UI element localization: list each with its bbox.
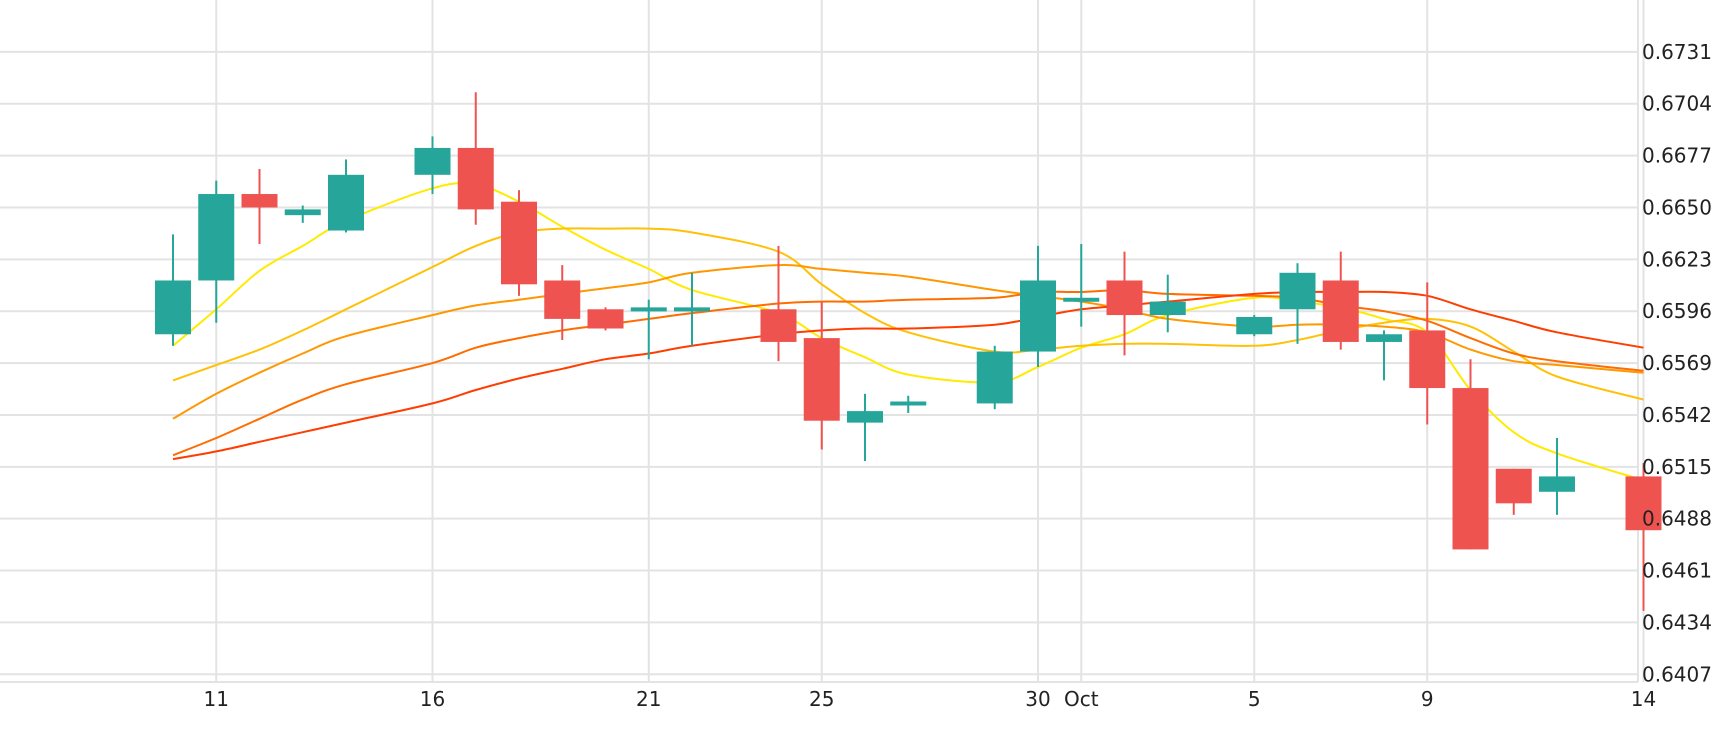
candle	[976, 345, 1013, 410]
candle-body	[198, 194, 235, 281]
candles-layer	[155, 92, 1662, 611]
candle	[1106, 251, 1143, 356]
candle	[674, 272, 710, 346]
x-tick-label: 9	[1421, 687, 1434, 711]
candle-body	[1409, 330, 1446, 389]
candle-body	[1020, 280, 1056, 352]
candle-body	[1279, 272, 1316, 310]
candle-body	[1063, 297, 1100, 302]
x-tick-label: 14	[1631, 687, 1656, 711]
candle	[544, 265, 581, 341]
candle	[1495, 468, 1532, 515]
candle-body	[1106, 280, 1143, 316]
x-tick-label: 16	[420, 687, 445, 711]
y-tick-label: 0.6731	[1642, 40, 1712, 64]
y-tick-label: 0.6569	[1642, 351, 1712, 375]
candle-body	[1236, 316, 1273, 335]
candle-body	[284, 209, 321, 216]
candle-body	[501, 201, 537, 285]
candle	[198, 180, 235, 323]
moving-average-line-3	[172, 264, 1644, 420]
x-tick-label: 25	[809, 687, 834, 711]
candle	[1020, 245, 1056, 367]
x-tick-label: 5	[1248, 687, 1261, 711]
candle-body	[544, 280, 581, 319]
y-tick-label: 0.6623	[1642, 247, 1712, 271]
candle	[284, 205, 321, 223]
candle-body	[976, 351, 1013, 404]
y-tick-label: 0.6704	[1642, 92, 1712, 116]
candle	[1063, 243, 1100, 327]
y-tick-label: 0.6596	[1642, 299, 1712, 323]
y-tick-label: 0.6407	[1642, 662, 1712, 686]
candle-body	[457, 147, 494, 210]
y-tick-label: 0.6677	[1642, 144, 1712, 168]
moving-average-lines	[172, 182, 1644, 482]
candle-body	[587, 309, 624, 329]
candle	[760, 245, 797, 362]
y-tick-label: 0.6488	[1642, 507, 1712, 531]
candle-body	[1625, 476, 1662, 531]
candle	[414, 136, 451, 195]
candle-body	[847, 411, 883, 423]
candle	[630, 299, 667, 360]
candle	[1279, 263, 1316, 344]
x-tick-label: 11	[204, 687, 229, 711]
candle	[587, 307, 624, 331]
moving-average-line-2	[172, 227, 1644, 401]
candle	[1452, 359, 1489, 550]
candle	[1236, 315, 1273, 337]
candle-body	[241, 194, 278, 208]
candle	[155, 234, 191, 346]
candle	[1625, 462, 1662, 611]
x-axis-labels: 11 16 21 25 30 Oct 5 9 14	[204, 687, 1657, 711]
candle	[1409, 282, 1446, 425]
candle	[328, 159, 364, 233]
candle-body	[760, 309, 797, 342]
candle	[457, 92, 494, 225]
candle-body	[803, 338, 840, 421]
moving-average-line-4	[172, 289, 1644, 457]
y-tick-label: 0.6461	[1642, 559, 1712, 583]
candle	[847, 393, 883, 462]
candle	[1149, 274, 1186, 333]
x-tick-label: Oct	[1064, 687, 1099, 711]
candle	[241, 169, 278, 244]
candle	[1322, 251, 1359, 350]
candle	[890, 395, 927, 414]
candle-body	[1495, 468, 1532, 504]
candle	[1539, 438, 1575, 515]
y-tick-label: 0.6650	[1642, 195, 1712, 219]
candle-body	[1149, 301, 1186, 316]
moving-average-line-5	[172, 290, 1644, 461]
candle-body	[155, 280, 191, 335]
candle-body	[1539, 476, 1575, 492]
candle-body	[630, 307, 667, 312]
y-tick-label: 0.6434	[1642, 610, 1712, 634]
candle-body	[674, 307, 710, 312]
candle-body	[890, 401, 927, 406]
candle-body	[1322, 280, 1359, 342]
y-tick-label: 0.6515	[1642, 455, 1712, 479]
y-tick-label: 0.6542	[1642, 403, 1712, 427]
y-axis-labels: 0.6731 0.6704 0.6677 0.6650 0.6623 0.6596 0.65…	[1642, 40, 1712, 686]
x-tick-label: 21	[636, 687, 661, 711]
candle-body	[328, 174, 364, 231]
candle	[1366, 330, 1402, 381]
candle	[501, 190, 537, 296]
candle	[803, 301, 840, 450]
x-tick-label: 30	[1025, 687, 1050, 711]
candle-body	[1452, 388, 1489, 550]
candle-body	[1366, 334, 1402, 342]
candle-body	[414, 147, 451, 175]
